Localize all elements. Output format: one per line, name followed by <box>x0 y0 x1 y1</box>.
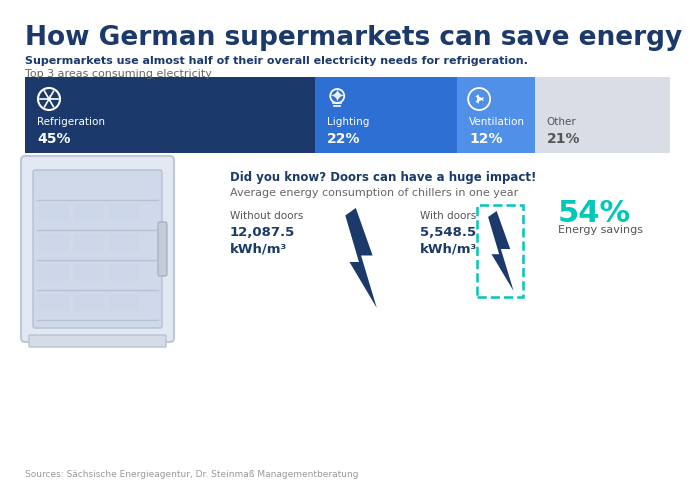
Text: Lighting: Lighting <box>327 117 370 127</box>
Text: 5,548.5
kWh/m³: 5,548.5 kWh/m³ <box>420 226 477 255</box>
Text: Did you know? Doors can have a huge impact!: Did you know? Doors can have a huge impa… <box>230 171 536 184</box>
FancyBboxPatch shape <box>74 264 104 281</box>
Text: Average energy consumption of chillers in one year: Average energy consumption of chillers i… <box>230 188 518 198</box>
FancyBboxPatch shape <box>39 204 69 221</box>
FancyBboxPatch shape <box>535 77 670 153</box>
FancyBboxPatch shape <box>315 77 457 153</box>
Text: Energy savings: Energy savings <box>558 225 643 235</box>
FancyBboxPatch shape <box>33 170 162 328</box>
Text: Other: Other <box>546 117 576 127</box>
Text: With doors: With doors <box>420 211 476 221</box>
Text: 22%: 22% <box>327 132 361 146</box>
Text: How German supermarkets can save energy: How German supermarkets can save energy <box>25 25 682 51</box>
Text: Top 3 areas consuming electricity: Top 3 areas consuming electricity <box>25 69 212 79</box>
FancyBboxPatch shape <box>25 77 315 153</box>
Text: 21%: 21% <box>546 132 580 146</box>
Text: +: + <box>45 94 53 104</box>
FancyBboxPatch shape <box>109 204 139 221</box>
Text: ✦: ✦ <box>330 89 345 107</box>
Polygon shape <box>345 208 377 308</box>
Text: Refrigeration: Refrigeration <box>37 117 105 127</box>
Text: 12,087.5
kWh/m³: 12,087.5 kWh/m³ <box>230 226 295 255</box>
FancyBboxPatch shape <box>74 204 104 221</box>
Text: Without doors: Without doors <box>230 211 304 221</box>
FancyBboxPatch shape <box>74 234 104 251</box>
Text: 54%: 54% <box>558 199 631 228</box>
Text: Sources: Sächsische Energieagentur, Dr. Steinmaß Managementberatung: Sources: Sächsische Energieagentur, Dr. … <box>25 470 359 479</box>
Text: Ventilation: Ventilation <box>469 117 525 127</box>
Text: 45%: 45% <box>37 132 70 146</box>
Text: 12%: 12% <box>469 132 502 146</box>
Text: Supermarkets use almost half of their overall electricity needs for refrigeratio: Supermarkets use almost half of their ov… <box>25 56 528 66</box>
FancyBboxPatch shape <box>457 77 535 153</box>
Polygon shape <box>488 211 513 291</box>
FancyBboxPatch shape <box>109 294 139 311</box>
FancyBboxPatch shape <box>109 234 139 251</box>
FancyBboxPatch shape <box>39 234 69 251</box>
FancyBboxPatch shape <box>158 222 167 276</box>
FancyBboxPatch shape <box>21 156 174 342</box>
FancyBboxPatch shape <box>29 335 166 347</box>
FancyBboxPatch shape <box>74 294 104 311</box>
FancyBboxPatch shape <box>39 264 69 281</box>
FancyBboxPatch shape <box>39 294 69 311</box>
FancyBboxPatch shape <box>109 264 139 281</box>
